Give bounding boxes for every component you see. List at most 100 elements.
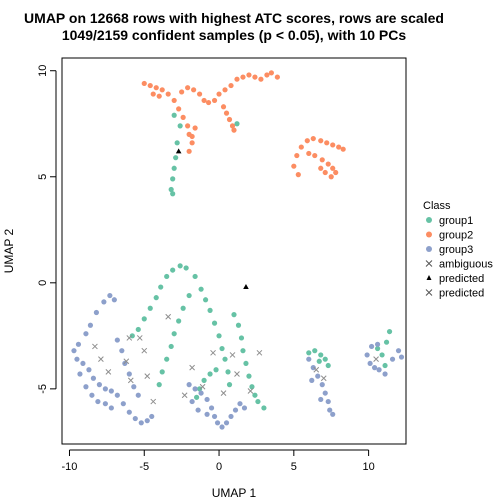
data-point xyxy=(215,420,220,425)
series-ambiguous xyxy=(92,314,378,404)
data-point xyxy=(216,91,221,96)
data-point xyxy=(369,344,374,349)
x-tick-label: 5 xyxy=(291,461,297,473)
y-tick-label: 10 xyxy=(37,65,49,77)
data-point xyxy=(139,420,144,425)
data-point xyxy=(172,98,177,103)
data-point xyxy=(148,306,153,311)
data-point xyxy=(233,407,238,412)
data-point xyxy=(145,418,150,423)
data-point xyxy=(107,293,112,298)
data-point xyxy=(176,318,181,323)
x-axis: -10 -5 0 5 10 xyxy=(62,450,375,473)
data-point xyxy=(119,348,124,353)
data-point xyxy=(365,352,370,357)
data-point xyxy=(187,149,192,154)
plot-frame xyxy=(62,58,406,444)
chart-subtitle: 1049/2159 confident samples (p < 0.05), … xyxy=(62,27,407,43)
data-point xyxy=(130,333,135,338)
data-point xyxy=(234,121,239,126)
data-point xyxy=(95,399,100,404)
data-point xyxy=(204,412,209,417)
data-point xyxy=(387,329,392,334)
data-point xyxy=(225,369,230,374)
data-point xyxy=(170,267,175,272)
data-point xyxy=(103,386,108,391)
data-point xyxy=(206,100,211,105)
data-point xyxy=(151,399,156,404)
data-point xyxy=(164,274,169,279)
data-point xyxy=(327,407,332,412)
legend-item: predicted xyxy=(427,273,485,285)
data-point xyxy=(71,348,76,353)
data-point xyxy=(191,87,196,92)
legend-label: ambiguous xyxy=(439,259,493,271)
data-point xyxy=(176,148,182,153)
data-point xyxy=(190,365,195,370)
data-point xyxy=(252,393,257,398)
data-point xyxy=(384,340,389,345)
legend-symbol xyxy=(426,261,432,267)
legend-symbol xyxy=(426,217,432,223)
data-point xyxy=(103,401,108,406)
data-point xyxy=(312,153,317,158)
data-point xyxy=(336,144,341,149)
data-point xyxy=(172,331,177,336)
data-point xyxy=(326,399,331,404)
data-point xyxy=(181,306,186,311)
data-point xyxy=(207,371,212,376)
data-point xyxy=(92,344,97,349)
data-point xyxy=(145,374,150,379)
data-point xyxy=(255,399,260,404)
y-tick-label: 0 xyxy=(37,280,49,286)
legend-label: predicted xyxy=(439,288,484,300)
data-point xyxy=(178,123,183,128)
data-point xyxy=(149,414,154,419)
data-point xyxy=(136,327,141,332)
legend-symbol xyxy=(427,275,432,280)
data-point xyxy=(321,376,326,381)
data-point xyxy=(376,367,381,372)
data-point xyxy=(318,352,323,357)
data-point xyxy=(115,393,120,398)
data-point xyxy=(243,284,249,289)
data-point xyxy=(190,399,195,404)
data-point xyxy=(257,350,262,355)
data-point xyxy=(181,115,186,120)
data-point xyxy=(236,323,241,328)
data-point xyxy=(234,77,239,82)
legend-symbol xyxy=(426,232,432,238)
legend-title: Class xyxy=(423,200,451,212)
data-point xyxy=(269,70,274,75)
data-point xyxy=(157,94,162,99)
data-point xyxy=(170,176,175,181)
y-tick-label: -5 xyxy=(37,384,49,394)
data-point xyxy=(275,74,280,79)
data-point xyxy=(209,405,214,410)
data-point xyxy=(375,342,380,347)
x-tick-label: 0 xyxy=(216,461,222,473)
legend-item: group1 xyxy=(426,215,473,227)
data-point xyxy=(101,299,106,304)
data-point xyxy=(315,374,320,379)
data-point xyxy=(311,365,316,370)
data-point xyxy=(80,361,85,366)
data-point xyxy=(207,308,212,313)
points-layer xyxy=(71,70,404,429)
data-point xyxy=(131,384,136,389)
data-point xyxy=(219,424,224,429)
data-point xyxy=(306,151,311,156)
data-point xyxy=(187,293,192,298)
data-point xyxy=(231,128,236,133)
data-point xyxy=(185,85,190,90)
data-point xyxy=(296,172,301,177)
data-point xyxy=(184,265,189,270)
data-point xyxy=(368,361,373,366)
data-point xyxy=(341,147,346,152)
data-point xyxy=(154,85,159,90)
data-point xyxy=(382,363,387,368)
series-group1 xyxy=(130,113,392,411)
data-point xyxy=(196,407,201,412)
data-point xyxy=(317,359,322,364)
data-point xyxy=(240,74,245,79)
